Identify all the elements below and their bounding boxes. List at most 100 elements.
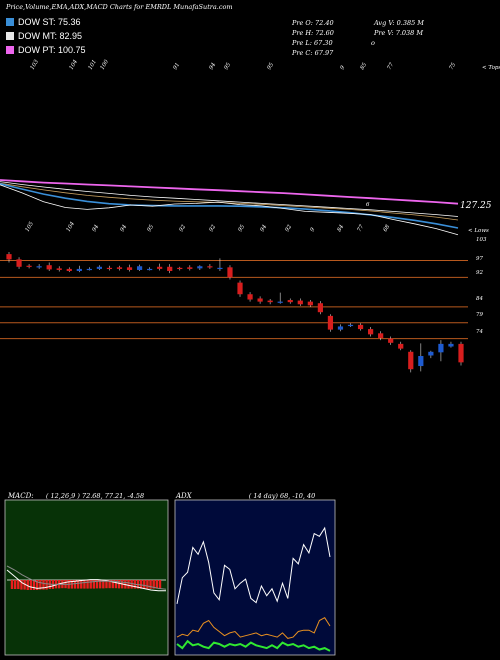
macd-histogram-bar [143,580,146,589]
ema-bottom-label: 94 [120,224,129,233]
macd-line-1 [6,565,167,590]
ema-top-label: 95 [224,62,233,71]
candle-body [96,266,102,269]
candle-body [297,300,303,305]
price-right-label: 79 [476,312,483,318]
price-right-label: 92 [476,270,483,276]
candle-body [307,301,313,306]
candle-body [86,268,92,271]
candle-body [66,268,72,272]
macd-histogram-bar [89,580,92,589]
adx-panel: ADX ( 14 day) 68, -10, 40 [175,492,331,652]
ema-bottom-label: 95 [147,224,156,233]
candle-body [6,254,12,260]
candle-body [398,343,404,349]
ema-last-value: 127.25 [460,201,492,211]
candle-body [388,338,394,343]
ema-bottom-label: 92 [179,224,188,233]
ema-bottom-label: 95 [238,224,247,233]
candle-body [347,324,354,327]
macd-line-0 [6,569,166,592]
candle-body [147,268,153,271]
candle-body [197,266,203,269]
candle-body [16,259,22,267]
ema-top-label: 77 [387,62,396,71]
ema-bottom-label: 84 [337,224,346,233]
ema-top-label: 95 [267,62,276,71]
macd-histogram-bar [13,580,17,589]
candle-body [136,266,143,270]
adx-title: ADX [175,492,193,500]
macd-histogram-bar [39,580,42,590]
price-right-label: 84 [476,296,483,302]
ohlc-low: Pre L: 67.30 [292,39,333,47]
candle-body [126,267,133,270]
macd-histogram-bar [86,580,89,589]
candle-body [327,315,334,330]
ema-top-label: 94 [209,62,218,71]
candle-body [237,282,243,295]
ema-bottom-label: 94 [260,224,269,233]
macd-histogram-bar [45,580,48,590]
macd-histogram-bar [155,580,159,589]
adx-line-0 [176,526,331,604]
ema-line-3 [0,183,459,229]
candle-body [167,266,173,272]
ema-small-label: 6 [366,202,370,208]
macd-histogram-bar [127,580,130,589]
ohlc-avg-volume: Avg V: 0.385 M [374,19,424,27]
macd-histogram-bar [130,580,133,589]
page-title: Price,Volume,EMA,ADX,MACD Charts for EMR… [6,3,233,11]
candle-body [357,324,364,330]
candle-body [217,267,223,270]
adx-panel-background [174,499,336,656]
macd-histogram-bar [111,580,114,589]
macd-histogram-bar [105,580,108,589]
price-right-label: 97 [476,256,483,262]
adx-line-1 [176,617,331,639]
adx-params: ( 14 day) 68, -10, 40 [249,492,316,500]
candle-body [287,300,293,303]
macd-histogram-bar [42,580,45,590]
legend-mt-label: DOW MT: 82.95 [18,31,83,41]
macd-title: MACD: [7,492,34,500]
title-text: Price,Volume,EMA,ADX,MACD Charts for EMR… [6,3,172,11]
candle-body [408,351,414,370]
macd-histogram-bar [139,580,143,589]
candle-body [46,265,52,270]
macd-panel: MACD: ( 12,26,9 ) 72.68, 77.21, -4.58 [6,492,167,592]
macd-histogram-bar [98,580,102,589]
ema-line-2 [0,182,459,221]
ohlc-marker: o [371,39,375,47]
candle-body [56,268,62,270]
macd-histogram-bar [73,580,77,589]
macd-panel-background [4,499,169,656]
macd-histogram-bar [108,580,111,589]
ohlc-high: Pre H: 72.60 [292,29,334,37]
legend-st-label: DOW ST: 75.36 [18,17,81,27]
candle-body [368,329,374,335]
candle-body [227,267,233,278]
swatch-mt [6,32,14,40]
ema-top-label: 101 [88,59,98,71]
ema-bottom-label: 77 [357,224,366,233]
candle-body [257,298,263,302]
candle-body [458,343,464,363]
lower-tag: < Lows [468,228,489,234]
candle-body [36,266,42,268]
candle-body [448,343,454,347]
macd-histogram-bar [83,580,86,589]
ema-bottom-label: 92 [285,224,294,233]
price-right-label: 103 [476,237,487,243]
candle-body [106,267,113,270]
ema-top-label: 91 [173,62,182,71]
ema-panel: 103 104 101 100 91 94 95 95 9 85 77 75 105 104 94 94 95 9… [0,58,500,236]
candle-body [177,267,183,270]
candle-body [26,265,32,267]
candle-body [267,300,273,303]
price-right-label: 74 [476,329,483,335]
candle-body [438,343,444,353]
ema-top-label: 104 [69,58,80,71]
ema-bottom-label: 94 [92,224,101,233]
